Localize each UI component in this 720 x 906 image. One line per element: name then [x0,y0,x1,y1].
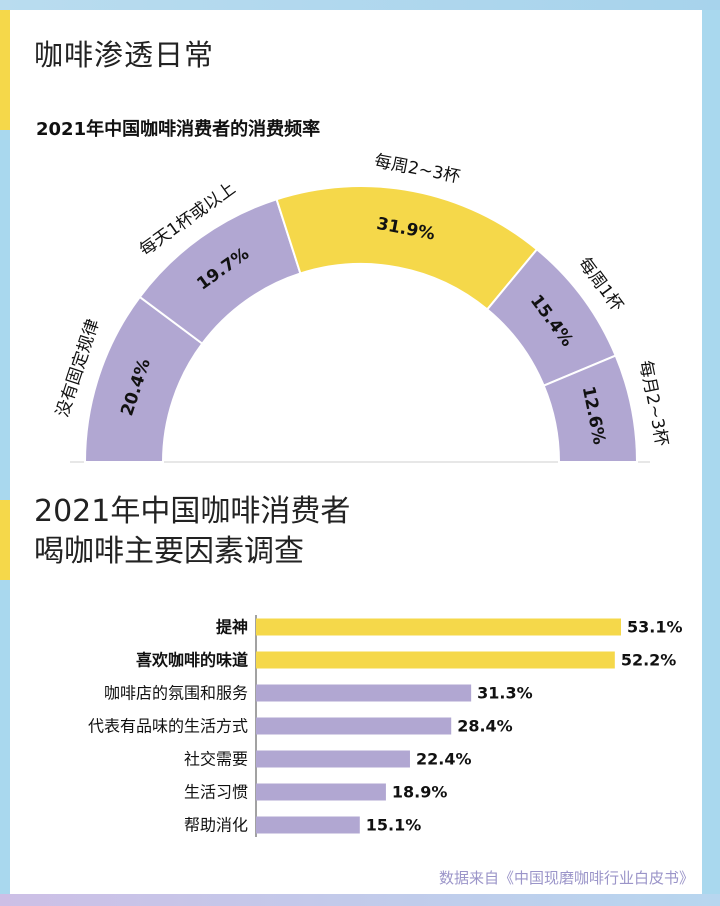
bar-value-label-3: 31.3% [477,684,533,703]
bar-7 [256,816,360,834]
frame-accent-middle [0,500,10,580]
bar-category-label-1: 提神 [216,618,248,637]
donut-slice-5 [542,354,639,463]
bar-category-label-3: 咖啡店的氛围和服务 [104,684,248,703]
bar-4 [256,717,452,735]
frame-accent-top [0,10,10,130]
frame-bottom-border [0,894,720,906]
bar-value-label-1: 53.1% [627,618,683,637]
frame-top-border [0,0,720,10]
bar-category-label-7: 帮助消化 [184,816,248,835]
bar-3 [256,684,472,702]
bar-5 [256,750,410,768]
bar-value-label-4: 28.4% [457,717,513,736]
section-title-factors: 2021年中国咖啡消费者 喝咖啡主要因素调查 [34,492,534,572]
bar-category-label-5: 社交需要 [184,750,248,769]
bar-value-label-6: 18.9% [392,783,448,802]
bar-6 [256,783,386,801]
frequency-chart-title: 2021年中国咖啡消费者的消费频率 [36,119,321,140]
source-note: 数据来自《中国现磨咖啡行业白皮书》 [438,869,694,887]
bar-value-label-5: 22.4% [416,750,472,769]
bar-category-label-2: 喜欢咖啡的味道 [136,651,248,670]
section-title-coffee-daily: 咖啡渗透日常 [34,38,215,72]
bar-category-label-4: 代表有品味的生活方式 [88,717,248,736]
bar-value-label-2: 52.2% [621,651,677,670]
bar-value-label-7: 15.1% [366,816,422,835]
factors-title-line2: 喝咖啡主要因素调查 [34,534,304,569]
bar-1 [256,618,621,636]
factors-title-line1: 2021年中国咖啡消费者 [34,494,351,529]
bar-category-label-6: 生活习惯 [184,783,248,802]
bar-2 [256,651,615,669]
